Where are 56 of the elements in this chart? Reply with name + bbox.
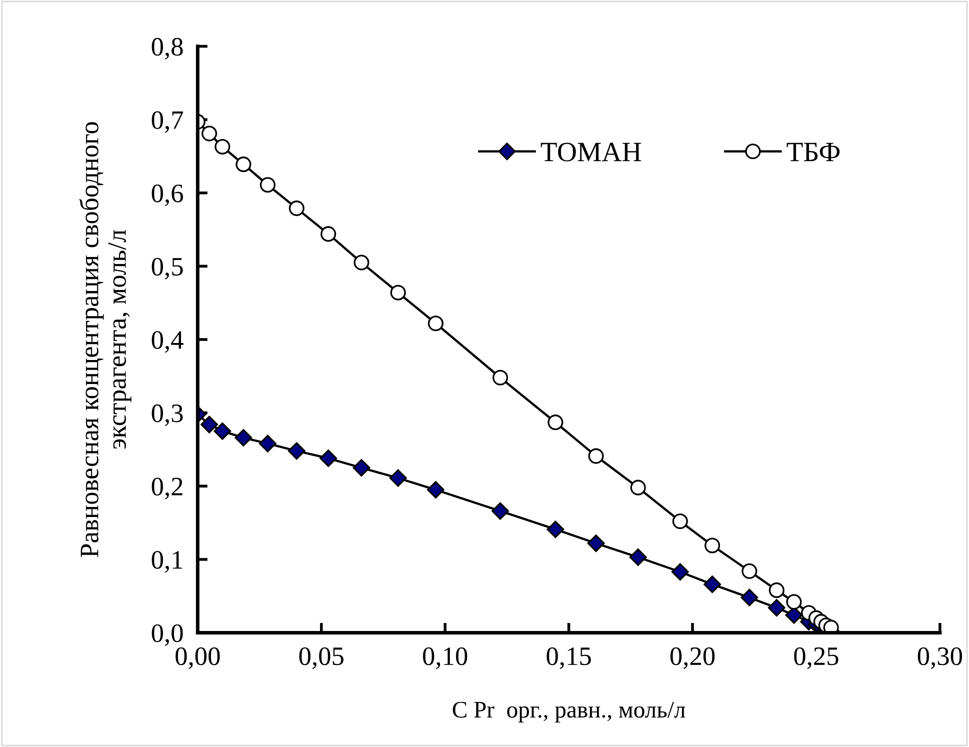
x-tick-label: 0,20 bbox=[670, 647, 715, 669]
point bbox=[214, 138, 230, 155]
point bbox=[259, 434, 276, 452]
point bbox=[786, 594, 802, 610]
point bbox=[236, 156, 252, 172]
point bbox=[260, 177, 276, 193]
point bbox=[202, 126, 218, 142]
y-tick-label: 0,7 bbox=[152, 111, 184, 133]
point bbox=[214, 422, 232, 440]
point bbox=[352, 459, 370, 476]
x-tick-label: 0,15 bbox=[546, 647, 591, 669]
point bbox=[630, 480, 646, 496]
point bbox=[492, 502, 509, 520]
point bbox=[742, 563, 758, 579]
point bbox=[492, 370, 508, 386]
legend-label: ТБФ bbox=[786, 142, 840, 162]
y-tick-label: 0,0 bbox=[152, 624, 183, 646]
x-tick-label: 0,25 bbox=[794, 647, 838, 669]
point bbox=[672, 514, 688, 530]
y-tick-label: 0,2 bbox=[152, 478, 182, 500]
point bbox=[390, 284, 406, 300]
y-axis-title: Равновесная концентрация свободного экстрагента, моль/л bbox=[79, 122, 132, 558]
point bbox=[768, 582, 784, 598]
x-tick-label: 0,05 bbox=[299, 647, 344, 669]
point bbox=[629, 548, 647, 566]
point bbox=[288, 200, 304, 216]
point bbox=[823, 620, 839, 633]
point bbox=[354, 254, 370, 270]
y-tick-label: 0,3 bbox=[152, 404, 183, 426]
y-tick-label: 0,1 bbox=[152, 551, 182, 573]
point bbox=[671, 563, 689, 581]
y-tick-label: 0,5 bbox=[152, 258, 183, 280]
point bbox=[200, 416, 218, 434]
point bbox=[587, 534, 605, 552]
y-tick-label: 0,4 bbox=[152, 331, 184, 353]
point bbox=[427, 481, 444, 498]
x-tick-label: 0,30 bbox=[918, 647, 962, 669]
x-axis-title: C Pr орг., равн., моль/л bbox=[452, 702, 686, 722]
y-tick-label: 0,8 bbox=[152, 38, 183, 60]
point bbox=[768, 599, 786, 616]
x-tick-label: 0,10 bbox=[423, 647, 468, 669]
point bbox=[704, 576, 721, 594]
point bbox=[428, 316, 444, 332]
point bbox=[588, 448, 604, 464]
point bbox=[389, 469, 407, 487]
point bbox=[320, 450, 338, 467]
y-tick-label: 0,6 bbox=[152, 184, 183, 206]
point bbox=[740, 588, 758, 606]
point bbox=[288, 442, 306, 460]
legend-label: ТОМАН bbox=[540, 142, 641, 162]
x-tick-label: 0,00 bbox=[176, 647, 220, 669]
point bbox=[234, 429, 252, 446]
point bbox=[320, 226, 336, 242]
point bbox=[548, 414, 564, 430]
point bbox=[704, 538, 720, 554]
point bbox=[546, 520, 564, 538]
